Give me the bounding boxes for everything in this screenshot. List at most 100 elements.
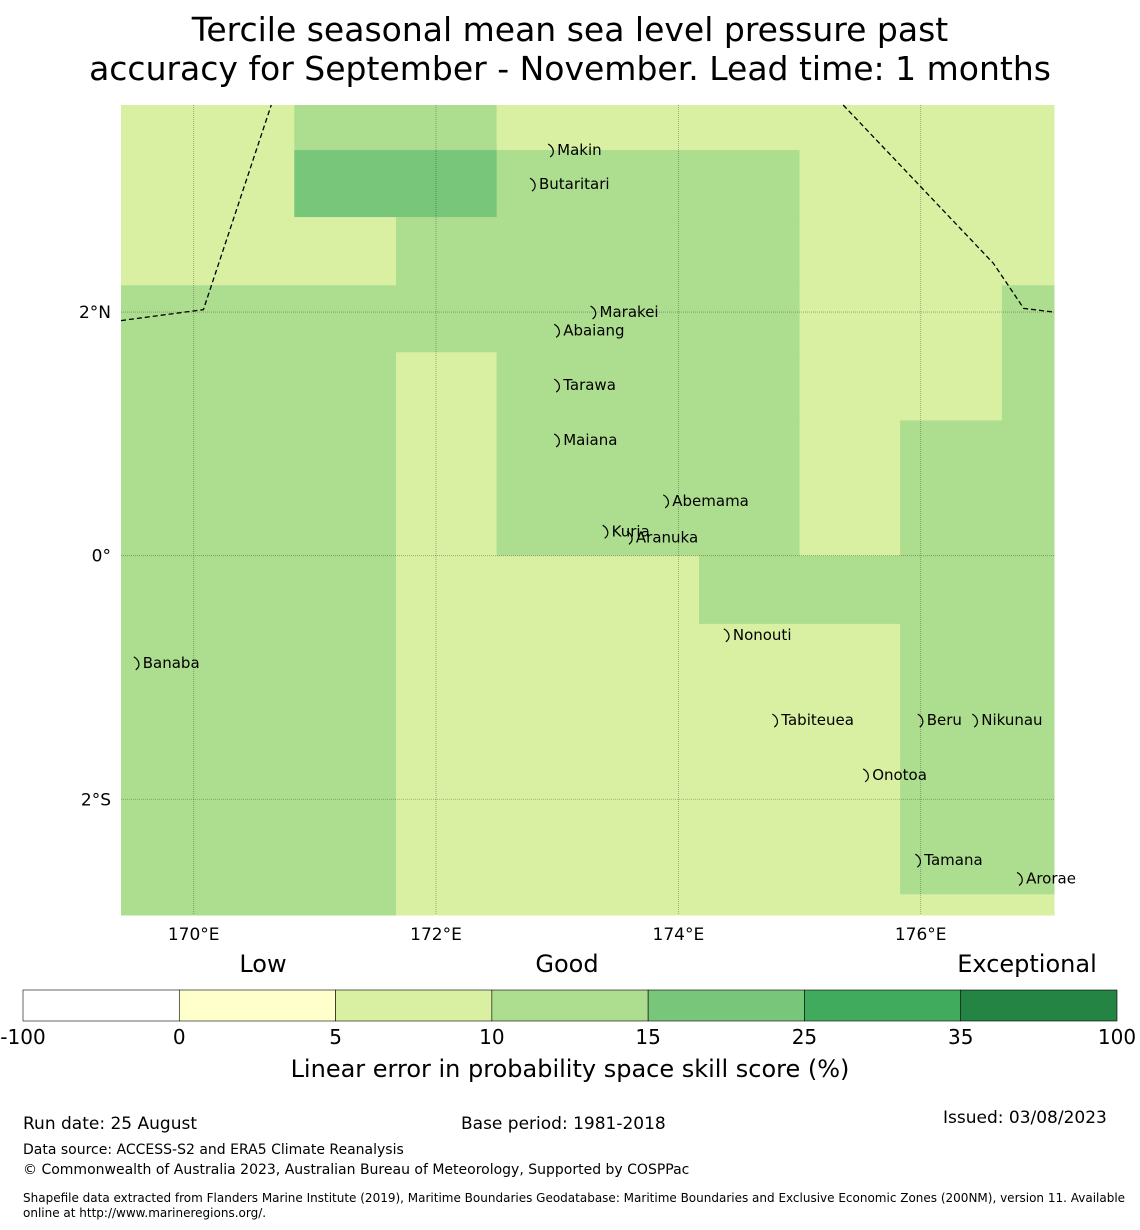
island-outline <box>862 768 869 783</box>
island-label: Marakei <box>600 303 659 321</box>
skill-cell <box>900 105 1003 151</box>
map-title: Tercile seasonal mean sea level pressure… <box>0 10 1140 88</box>
skill-cell <box>900 894 1003 916</box>
skill-cell <box>496 420 598 488</box>
island-outline <box>772 713 779 728</box>
skill-cell <box>698 420 801 488</box>
base-period: Base period: 1981-2018 <box>461 1114 666 1134</box>
island-outline <box>971 713 979 728</box>
issued-date: Issued: 03/08/2023 <box>943 1108 1107 1128</box>
skill-cell <box>121 690 295 760</box>
skill-cell <box>900 759 1003 827</box>
skill-cell <box>698 894 801 916</box>
skill-cell <box>294 420 397 488</box>
island-label: Butaritari <box>539 175 610 193</box>
colorbar-swatch <box>178 989 336 1022</box>
island-label: Abaiang <box>563 321 624 339</box>
shapefile-credit-2: online at http://www.marineregions.org/. <box>23 1206 267 1220</box>
skill-cell <box>121 826 295 895</box>
skill-cell <box>294 487 397 557</box>
island-outline <box>590 305 597 320</box>
skill-cell <box>799 690 901 760</box>
skill-cell <box>396 420 498 488</box>
skill-cell <box>396 623 498 692</box>
skill-cell <box>597 352 700 421</box>
island-outline <box>602 524 609 539</box>
island-outline <box>133 656 140 671</box>
graticule <box>121 105 1054 915</box>
island-label: Nikunau <box>981 711 1042 729</box>
lat-tick-label: 2°N <box>79 303 111 323</box>
skill-cell <box>294 285 397 353</box>
skill-cell <box>597 420 700 488</box>
skill-cell <box>698 217 801 286</box>
skill-cell <box>294 690 397 760</box>
skill-cell <box>1001 285 1055 353</box>
maritime-boundaries <box>120 104 1055 322</box>
skill-cell <box>1001 759 1055 827</box>
skill-cell <box>496 826 598 895</box>
skill-cell <box>496 690 598 760</box>
colorbar: -100 0 5 10 15 25 35 100 Low Good Exceptional Linea… <box>0 950 1136 1083</box>
skill-cell <box>121 150 295 218</box>
skill-cell <box>396 105 498 151</box>
skill-cell <box>900 285 1003 353</box>
island-outline <box>553 378 560 393</box>
skill-cell <box>121 420 295 488</box>
skill-cell <box>294 352 397 421</box>
skill-cell <box>396 826 498 895</box>
skill-cell <box>1001 623 1055 692</box>
lon-tick-label: 172°E <box>410 925 462 945</box>
skill-cell <box>496 555 598 625</box>
skill-cell <box>396 690 498 760</box>
skill-cell <box>799 894 901 916</box>
colorbar-swatch <box>804 989 962 1022</box>
skill-cell <box>900 150 1003 218</box>
skill-cell <box>1001 826 1055 895</box>
title-line-1: Tercile seasonal mean sea level pressure… <box>191 10 949 49</box>
skill-cell <box>698 759 801 827</box>
skill-cell <box>597 623 700 692</box>
skill-cell <box>799 759 901 827</box>
skill-cell <box>900 487 1003 557</box>
island-label: Tarawa <box>562 376 616 394</box>
island-outline <box>553 433 560 448</box>
skill-cell <box>698 690 801 760</box>
skill-cell <box>294 150 397 218</box>
island-outline <box>915 853 922 868</box>
skill-cell <box>294 105 397 151</box>
skill-cell <box>799 487 901 557</box>
skill-cell <box>597 150 700 218</box>
skill-cell <box>396 759 498 827</box>
skill-cell <box>698 150 801 218</box>
skill-cell <box>698 487 801 557</box>
island-label: Makin <box>557 141 602 159</box>
skill-cell <box>294 826 397 895</box>
skill-cell <box>396 555 498 625</box>
skill-cell <box>121 555 295 625</box>
island-outline <box>547 143 554 158</box>
skill-cell <box>799 826 901 895</box>
colorbar-tick-label: 0 <box>173 1025 186 1049</box>
title-line-2: accuracy for September - November. Lead … <box>89 49 1051 88</box>
island-outline <box>723 628 730 643</box>
colorbar-swatch <box>647 989 805 1022</box>
skill-cell <box>698 555 801 625</box>
skill-cell <box>597 759 700 827</box>
colorbar-swatch <box>335 989 493 1022</box>
skill-cell <box>799 420 901 488</box>
skill-cell <box>121 352 295 421</box>
skill-cell <box>496 894 598 916</box>
colorbar-tick-label: 35 <box>948 1025 973 1049</box>
skill-cell <box>121 487 295 557</box>
island-label: Aranuka <box>636 528 698 546</box>
colorbar-tick-label: 25 <box>792 1025 817 1049</box>
colorbar-title: Linear error in probability space skill … <box>291 1055 850 1083</box>
skill-cell <box>900 623 1003 692</box>
skill-cell <box>294 217 397 286</box>
lat-tick-label: 2°S <box>81 790 111 810</box>
skill-cell <box>597 555 700 625</box>
lon-tick-label: 174°E <box>653 925 705 945</box>
